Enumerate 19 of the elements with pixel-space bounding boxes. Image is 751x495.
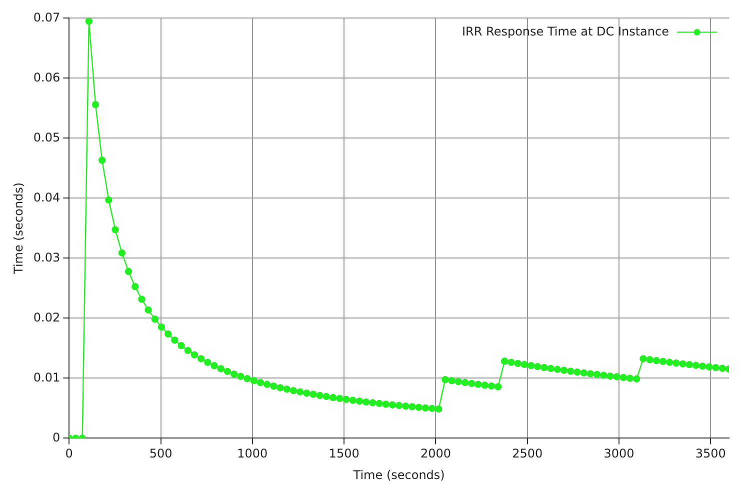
legend-label: IRR Response Time at DC Instance: [462, 24, 669, 38]
x-tick-label: 2500: [512, 446, 543, 461]
x-axis-title: Time (seconds): [352, 468, 445, 482]
y-tick-label: 0.03: [33, 250, 60, 264]
x-tick-label: 3500: [695, 446, 726, 461]
y-tick-label: 0.02: [33, 310, 60, 324]
y-tick-label: 0.06: [33, 70, 60, 84]
x-tick-label: 2000: [420, 446, 451, 461]
x-tick-label: 3000: [604, 446, 634, 461]
y-tick-label: 0.07: [33, 10, 60, 24]
y-tick-label: 0.01: [33, 370, 60, 384]
x-tick-label: 0: [65, 446, 73, 461]
y-tick-label: 0: [52, 430, 60, 444]
y-axis-title: Time (seconds): [11, 182, 26, 275]
x-tick-label: 1500: [328, 446, 360, 461]
y-tick-label: 0.04: [33, 190, 60, 204]
y-tick-label: 0.05: [33, 130, 60, 144]
x-tick-label: 500: [149, 446, 172, 461]
x-tick-label: 1000: [237, 446, 268, 461]
